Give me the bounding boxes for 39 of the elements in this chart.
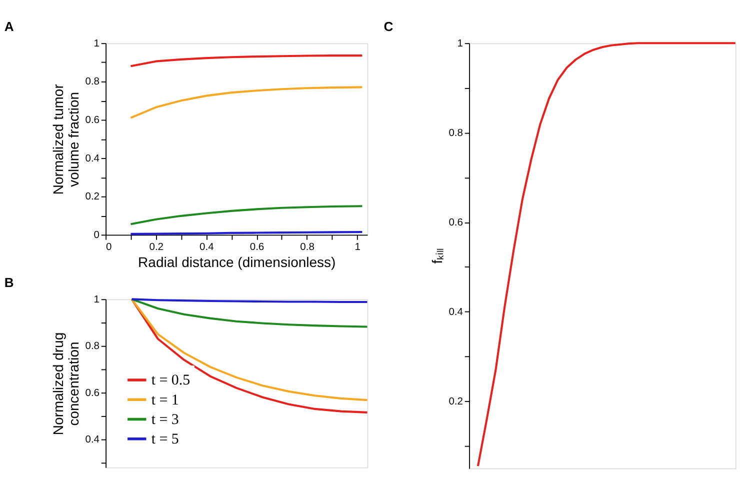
y-tick-label: 0.4 xyxy=(85,434,100,446)
line-series xyxy=(130,54,364,68)
y-tick-label: 0.6 xyxy=(85,115,100,126)
legend-label: t = 0.5 xyxy=(151,372,190,389)
chart-title: B xyxy=(4,275,14,290)
legend-label: t = 1 xyxy=(151,392,179,408)
x-tick-label: 0.2 xyxy=(149,242,164,254)
y-tick-label: 0.6 xyxy=(85,388,100,399)
y-tick-label: 0.2 xyxy=(85,192,100,203)
x-tick-label: 1 xyxy=(354,242,361,254)
y-tick-label: 0.4 xyxy=(85,153,100,164)
text: concentration xyxy=(66,342,82,426)
text: volume fraction xyxy=(66,92,82,187)
x-tick-label: 0.8 xyxy=(300,242,315,254)
x-axis-title: Radial distance (dimensionless) xyxy=(138,254,336,270)
text: Normalized tumor xyxy=(50,84,66,195)
y-tick-label: 0.4 xyxy=(448,306,464,318)
y-tick-label: 0.8 xyxy=(85,76,100,88)
line-series xyxy=(130,86,364,119)
y-tick-label: 0.2 xyxy=(448,396,464,408)
chart-title: C xyxy=(384,18,394,34)
y-axis-title: fₖᵢₗₗ xyxy=(429,248,446,264)
x-tick-label: 0.6 xyxy=(250,242,264,254)
y-tick-label: 0 xyxy=(94,230,100,241)
text: Normalized drug xyxy=(50,332,66,436)
x-tick-label: 0 xyxy=(106,242,112,254)
y-tick-label: 1 xyxy=(94,294,100,306)
y-tick-label: 0.8 xyxy=(448,128,464,139)
y-tick-label: 1 xyxy=(94,38,100,50)
chart-title: A xyxy=(4,18,14,34)
legend-label: t = 3 xyxy=(151,412,179,428)
legend-label: t = 5 xyxy=(151,432,179,448)
line-series xyxy=(130,205,364,226)
y-tick-label: 0.8 xyxy=(85,341,100,352)
y-tick-label: 0.6 xyxy=(448,217,464,228)
x-tick-label: 0.4 xyxy=(200,242,214,254)
line-series xyxy=(476,42,736,468)
y-tick-label: 1 xyxy=(457,38,464,50)
line-series xyxy=(130,298,368,328)
